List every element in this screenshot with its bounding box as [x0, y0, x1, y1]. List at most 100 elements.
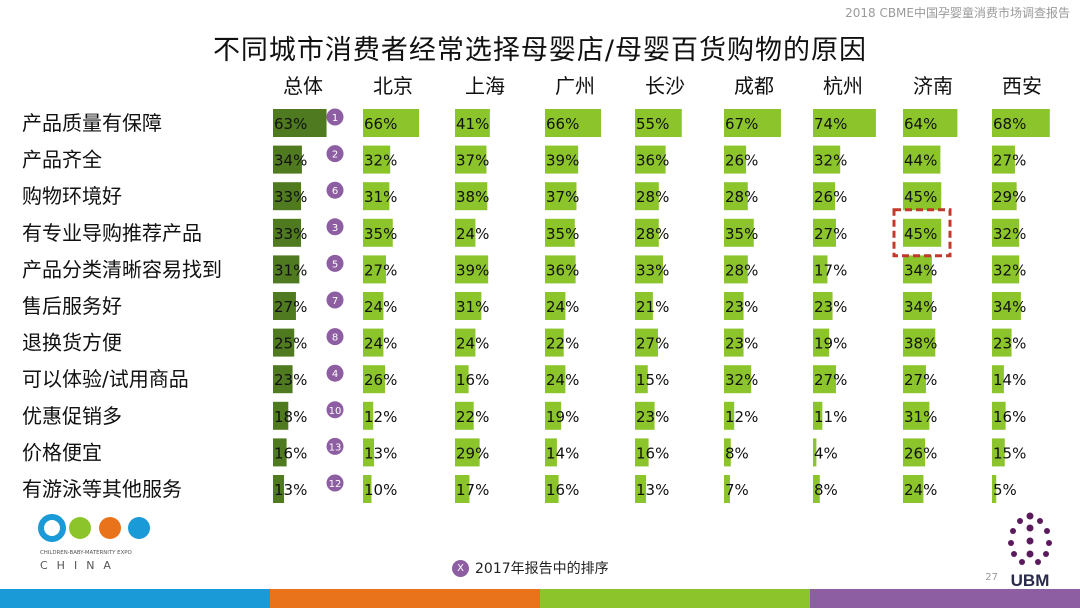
- bar: [813, 328, 830, 357]
- bar: [903, 401, 930, 430]
- bar: [363, 328, 384, 357]
- data-label: 32%: [364, 152, 397, 170]
- bar: [903, 145, 941, 174]
- series-header: 北京: [373, 74, 413, 98]
- bar: [273, 475, 285, 503]
- data-label: 22%: [456, 408, 489, 426]
- bar: [273, 365, 293, 394]
- bar: [455, 328, 476, 357]
- cbme-logo: CHILDREN-BABY-MATERNITY EXPO CHINA: [38, 514, 150, 572]
- bar: [992, 365, 1004, 394]
- data-label: 32%: [993, 261, 1026, 279]
- bar: [455, 218, 476, 247]
- data-label: 23%: [814, 298, 847, 316]
- rank-badge-label: 10: [329, 406, 342, 417]
- data-label: 26%: [904, 444, 937, 462]
- bar: [635, 218, 659, 247]
- bar: [813, 182, 836, 211]
- data-label: 33%: [636, 261, 669, 279]
- data-label: 8%: [725, 444, 749, 462]
- data-label: 34%: [993, 298, 1026, 316]
- cbme-logo-c: [38, 514, 66, 542]
- bar: [635, 438, 649, 467]
- data-label: 8%: [814, 481, 838, 499]
- bar: [724, 145, 747, 174]
- bar: [992, 182, 1017, 211]
- data-label: 27%: [814, 371, 847, 389]
- data-label: 32%: [993, 225, 1026, 243]
- bar: [903, 255, 932, 284]
- report-tag: 2018 CBME中国孕婴童消费市场调查报告: [845, 6, 1070, 20]
- rank-legend: X 2017年报告中的排序: [452, 558, 609, 578]
- rank-badge: [326, 254, 344, 272]
- bar: [545, 475, 559, 503]
- bar: [273, 109, 327, 137]
- bar: [992, 328, 1012, 357]
- bar: [903, 182, 942, 211]
- rank-badge-label: 1: [332, 113, 338, 124]
- data-label: 24%: [364, 335, 397, 353]
- data-label: 34%: [904, 298, 937, 316]
- bar: [635, 475, 647, 503]
- bar: [635, 401, 655, 430]
- bar: [455, 438, 480, 467]
- rank-badge-label: 4: [332, 369, 338, 380]
- data-label: 37%: [456, 152, 489, 170]
- data-label: 33%: [274, 225, 307, 243]
- bar: [903, 109, 958, 137]
- bar: [273, 255, 300, 284]
- data-label: 36%: [546, 261, 579, 279]
- category-label: 有专业导购推荐产品: [22, 221, 202, 245]
- category-label: 有游泳等其他服务: [22, 477, 182, 501]
- data-label: 15%: [993, 444, 1026, 462]
- bar: [363, 438, 375, 467]
- data-label: 38%: [456, 188, 489, 206]
- data-label: 23%: [636, 408, 669, 426]
- series-header: 杭州: [823, 74, 863, 98]
- rank-badge: [326, 364, 344, 382]
- bar: [724, 218, 754, 247]
- data-label: 28%: [636, 225, 669, 243]
- bar: [455, 365, 469, 394]
- data-label: 74%: [814, 115, 847, 133]
- bar: [363, 218, 393, 247]
- data-label: 34%: [274, 152, 307, 170]
- data-label: 63%: [274, 115, 307, 133]
- rank-badge: [326, 108, 344, 126]
- category-label: 产品质量有保障: [22, 111, 162, 135]
- rank-badge: [326, 181, 344, 199]
- series-header: 上海: [465, 74, 505, 98]
- data-label: 19%: [814, 335, 847, 353]
- bar: [903, 438, 926, 467]
- category-label: 产品齐全: [22, 148, 102, 172]
- data-label: 25%: [274, 335, 307, 353]
- bar: [813, 255, 828, 284]
- data-label: 13%: [274, 481, 307, 499]
- bar: [724, 255, 748, 284]
- data-label: 32%: [725, 371, 758, 389]
- bar: [992, 438, 1005, 467]
- bar: [635, 328, 658, 357]
- data-label: 37%: [546, 188, 579, 206]
- data-label: 23%: [993, 335, 1026, 353]
- series-header: 济南: [913, 74, 953, 98]
- data-label: 10%: [364, 481, 397, 499]
- data-label: 18%: [274, 408, 307, 426]
- bar: [813, 145, 841, 174]
- bar: [724, 438, 731, 467]
- bar: [455, 475, 470, 503]
- ubm-logo: UBM: [1008, 512, 1052, 590]
- footer-color-bar: [0, 589, 1080, 608]
- bar: [903, 328, 936, 357]
- data-label: 23%: [725, 335, 758, 353]
- bar: [455, 401, 474, 430]
- series-header: 长沙: [645, 74, 685, 98]
- bar: [455, 109, 490, 137]
- bar: [273, 182, 302, 211]
- rank-badge: [326, 218, 344, 236]
- bar: [545, 182, 577, 211]
- bar: [724, 365, 752, 394]
- data-label: 33%: [274, 188, 307, 206]
- data-label: 28%: [725, 188, 758, 206]
- data-label: 24%: [546, 298, 579, 316]
